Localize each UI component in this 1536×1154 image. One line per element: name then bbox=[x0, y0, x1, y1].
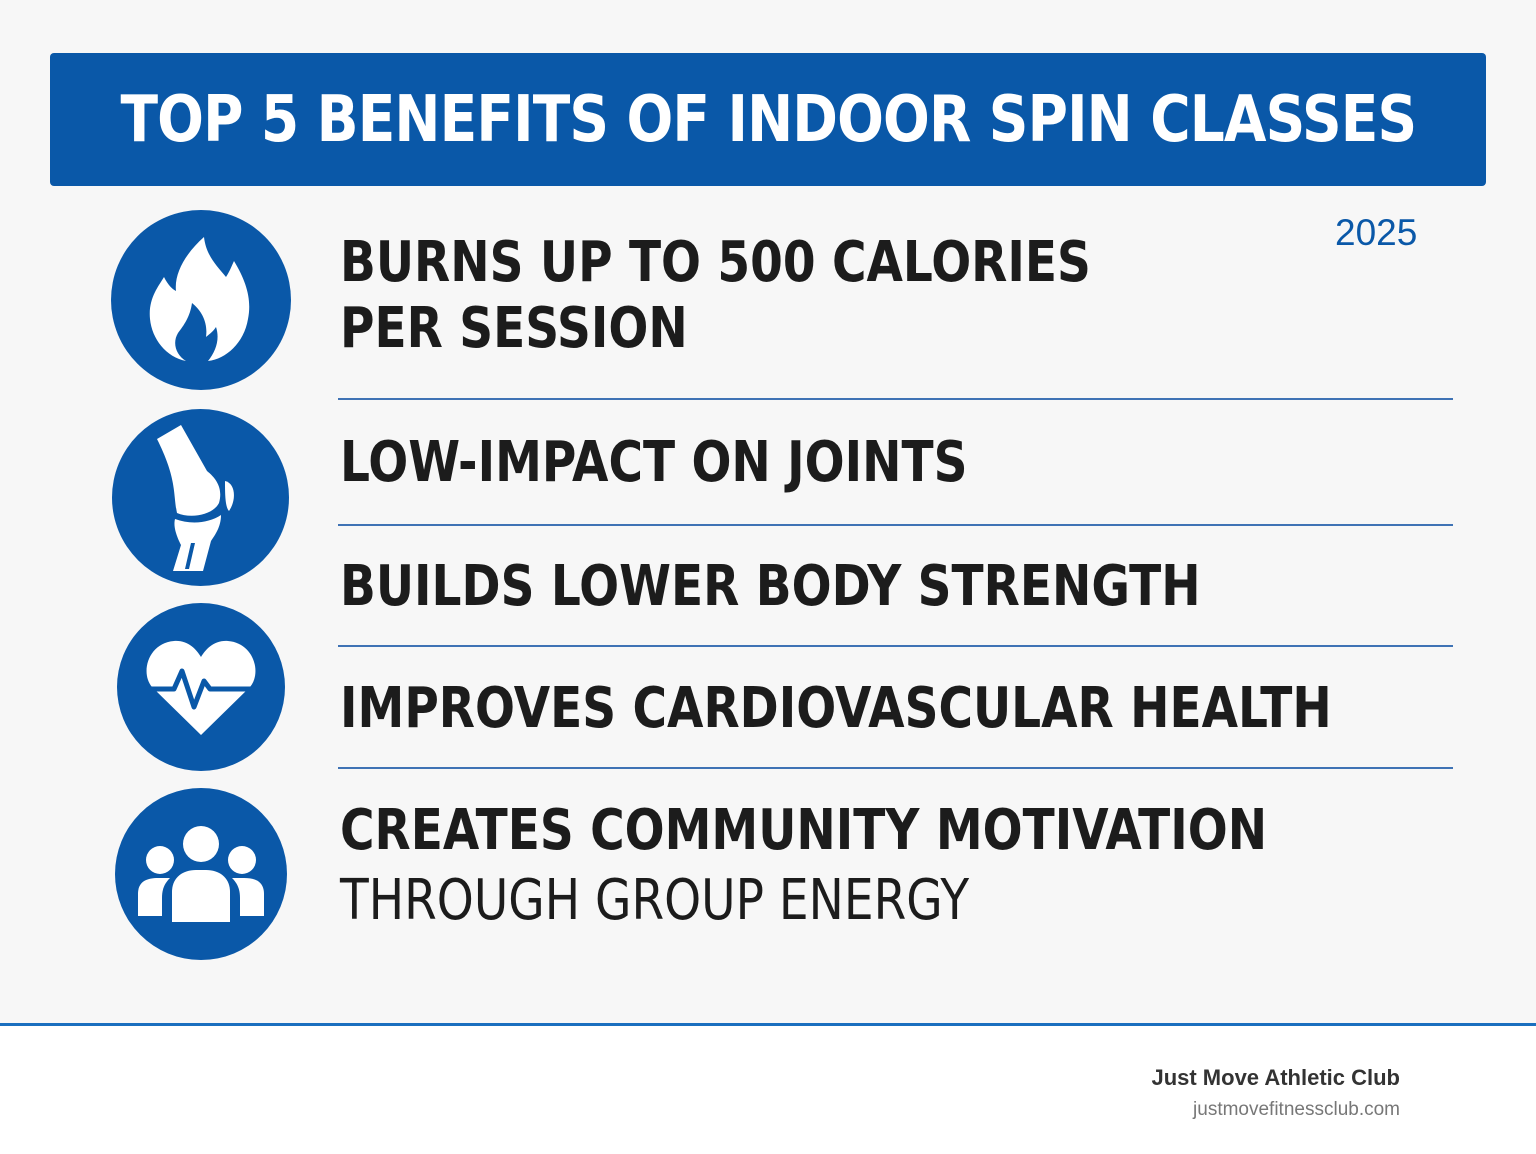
benefit-2-title: LOW-IMPACT ON JOINTS bbox=[340, 430, 968, 495]
knee-joint-icon bbox=[112, 409, 289, 586]
club-url[interactable]: justmovefitnessclub.com bbox=[1193, 1099, 1400, 1120]
benefit-1: BURNS UP TO 500 CALORIES PER SESSION bbox=[340, 230, 1091, 362]
year-label: 2025 bbox=[1335, 212, 1418, 253]
benefit-5-title: CREATES COMMUNITY MOTIVATION bbox=[340, 798, 1268, 863]
benefit-1-title: BURNS UP TO 500 CALORIES bbox=[340, 230, 1091, 295]
divider bbox=[338, 524, 1453, 526]
divider bbox=[338, 767, 1453, 769]
benefit-5: CREATES COMMUNITY MOTIVATION THROUGH GRO… bbox=[340, 798, 1267, 934]
divider bbox=[338, 398, 1453, 400]
benefit-4-title: IMPROVES CARDIOVASCULAR HEALTH bbox=[340, 676, 1332, 741]
heart-pulse-icon bbox=[117, 603, 285, 771]
benefit-5-subtitle: THROUGH GROUP ENERGY bbox=[340, 868, 970, 933]
footer bbox=[0, 1026, 1536, 1154]
footer-divider bbox=[0, 1023, 1536, 1026]
club-name: Just Move Athletic Club bbox=[1151, 1065, 1400, 1090]
page-title: TOP 5 BENEFITS OF INDOOR SPIN CLASSES bbox=[120, 82, 1417, 157]
group-people-icon bbox=[115, 788, 287, 960]
benefit-3: BUILDS LOWER BODY STRENGTH bbox=[340, 554, 1201, 620]
benefit-4: IMPROVES CARDIOVASCULAR HEALTH bbox=[340, 676, 1332, 742]
divider bbox=[338, 645, 1453, 647]
flame-icon bbox=[111, 210, 291, 390]
benefit-1-subtitle: PER SESSION bbox=[340, 296, 688, 361]
title-banner: TOP 5 BENEFITS OF INDOOR SPIN CLASSES bbox=[50, 53, 1486, 186]
benefit-3-title: BUILDS LOWER BODY STRENGTH bbox=[340, 554, 1201, 619]
benefit-2: LOW-IMPACT ON JOINTS bbox=[340, 430, 968, 496]
